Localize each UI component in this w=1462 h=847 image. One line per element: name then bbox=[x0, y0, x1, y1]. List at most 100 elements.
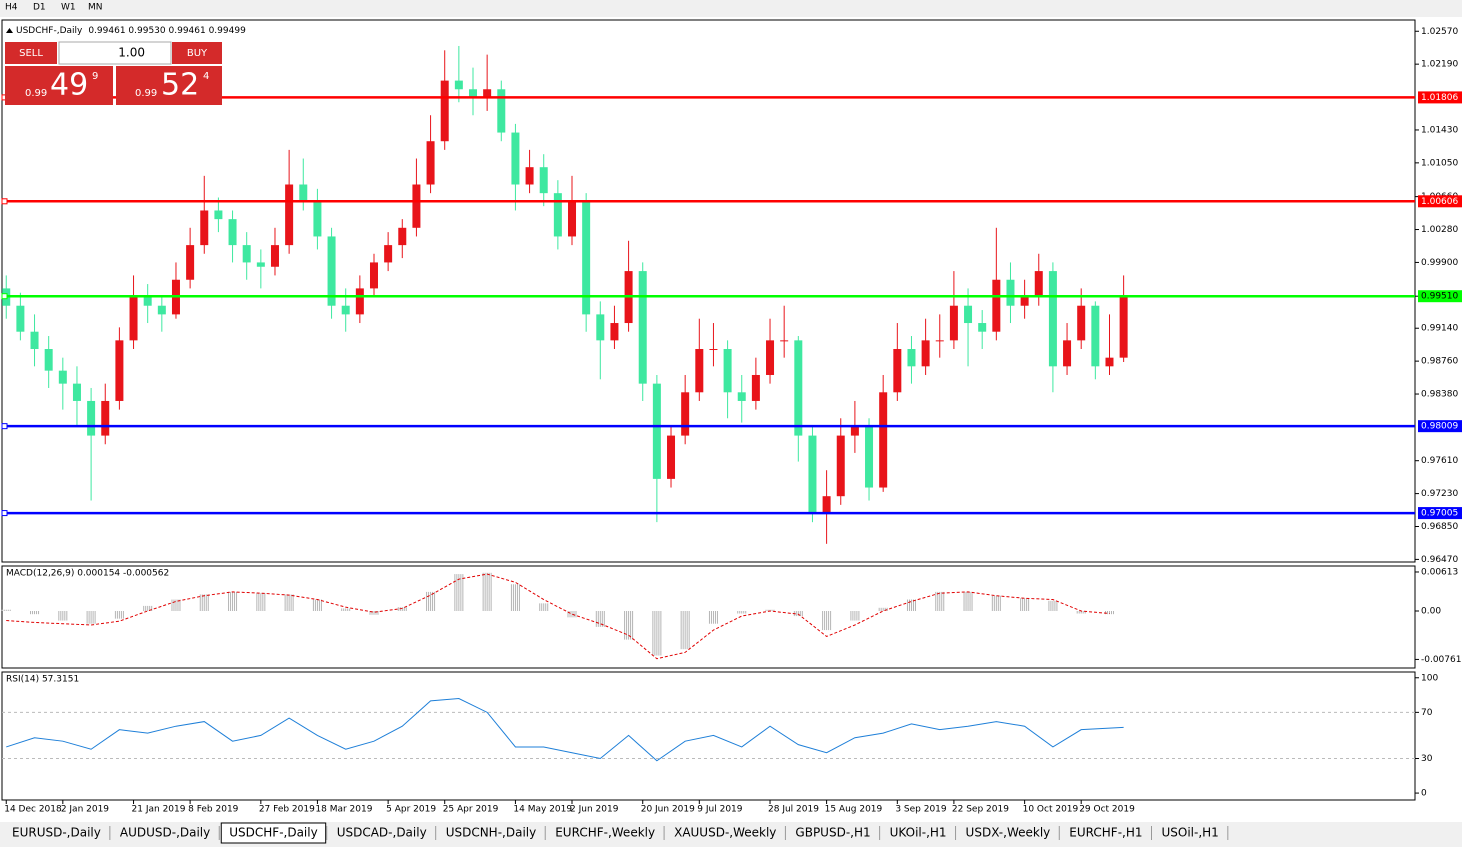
tab[interactable] bbox=[547, 823, 664, 843]
tab-label: USDCNH-,Daily bbox=[446, 826, 537, 840]
tab-label: UKOil-,H1 bbox=[890, 826, 947, 840]
tab[interactable] bbox=[1061, 823, 1151, 843]
candle-body bbox=[101, 400, 110, 436]
candle-body bbox=[766, 340, 775, 375]
tab[interactable] bbox=[328, 823, 435, 843]
candle-body bbox=[398, 227, 407, 246]
macd-signal bbox=[6, 573, 1110, 660]
ask-point: 4 bbox=[203, 71, 209, 82]
candle-body bbox=[1077, 305, 1086, 341]
candle-body bbox=[921, 340, 930, 367]
candle-body bbox=[30, 331, 39, 350]
bid-pips: 49 bbox=[50, 68, 88, 103]
tab[interactable] bbox=[666, 823, 785, 843]
buy-label: BUY bbox=[187, 48, 208, 59]
candle-body bbox=[935, 340, 944, 342]
timeframe-button[interactable]: MN bbox=[88, 3, 103, 13]
candle-body bbox=[836, 435, 845, 497]
candle-body bbox=[426, 141, 435, 185]
x-tick-label: 21 Jan 2019 bbox=[132, 805, 186, 815]
tab[interactable] bbox=[881, 823, 955, 843]
y-tick-label: 0.97230 bbox=[1421, 489, 1458, 499]
candle-body bbox=[893, 349, 902, 393]
candle-body bbox=[186, 245, 195, 280]
y-tick-label: 0.00613 bbox=[1421, 567, 1458, 577]
candle-body bbox=[681, 392, 690, 436]
y-tick-label: 30 bbox=[1421, 754, 1433, 764]
candle-body bbox=[780, 340, 789, 342]
candle-body bbox=[440, 80, 449, 142]
tab[interactable] bbox=[957, 823, 1059, 843]
tab[interactable] bbox=[1153, 823, 1227, 843]
y-tick-label: 0.98760 bbox=[1421, 357, 1458, 367]
y-tick-label: 0.98380 bbox=[1421, 390, 1458, 400]
x-tick-label: 9 Jul 2019 bbox=[697, 805, 742, 815]
candle-body bbox=[214, 210, 223, 220]
candle-body bbox=[751, 374, 760, 401]
tab[interactable] bbox=[111, 823, 219, 843]
macd-panel bbox=[1, 565, 1416, 669]
y-tick-label: 1.02570 bbox=[1421, 27, 1458, 37]
x-tick-label: 10 Oct 2019 bbox=[1023, 805, 1079, 815]
lots-input[interactable] bbox=[58, 41, 172, 65]
toolbar bbox=[0, 0, 1462, 17]
candle-body bbox=[1034, 271, 1043, 298]
y-tick-label: 0.99900 bbox=[1421, 258, 1458, 268]
symbol: USDCHF-,Daily bbox=[16, 26, 83, 36]
candle-body bbox=[412, 184, 421, 228]
candle-body bbox=[596, 314, 605, 341]
candle-body bbox=[483, 89, 492, 98]
header-arrow bbox=[6, 28, 13, 33]
x-tick-label: 22 Sep 2019 bbox=[952, 805, 1009, 815]
timeframe-button[interactable]: W1 bbox=[61, 3, 76, 13]
candle-body bbox=[44, 349, 53, 371]
x-tick-label: 25 Apr 2019 bbox=[443, 805, 499, 815]
indicator-label: MACD(12,26,9) 0.000154 -0.000562 bbox=[6, 569, 169, 579]
candle-body bbox=[822, 496, 831, 514]
y-tick-label: 0.99140 bbox=[1421, 324, 1458, 334]
candle-body bbox=[58, 370, 67, 384]
y-tick-label: 0.97610 bbox=[1421, 456, 1458, 466]
sell-button[interactable] bbox=[5, 42, 57, 64]
tab[interactable] bbox=[220, 822, 327, 844]
candle-body bbox=[907, 349, 916, 367]
bid-box[interactable] bbox=[5, 66, 113, 105]
y-tick-label: 1.01050 bbox=[1421, 158, 1458, 168]
buy-button[interactable] bbox=[172, 42, 222, 64]
candle-body bbox=[695, 349, 704, 393]
x-tick-label: 3 Sep 2019 bbox=[895, 805, 947, 815]
candle-body bbox=[511, 132, 520, 185]
candle-body bbox=[129, 297, 138, 341]
tab-label: EURCHF-,H1 bbox=[1069, 826, 1142, 840]
candle-body bbox=[270, 245, 279, 267]
candle-body bbox=[384, 245, 393, 263]
candle-body bbox=[582, 201, 591, 315]
candle-body bbox=[978, 323, 987, 332]
toolbar-buttons: H4 D1 W1 MN bbox=[5, 3, 103, 13]
x-tick-label: 14 Dec 2018 bbox=[4, 805, 62, 815]
ask-box[interactable] bbox=[116, 66, 222, 105]
level-handle bbox=[1, 423, 8, 430]
candle-body bbox=[638, 271, 647, 384]
y-tick-label: 1.01430 bbox=[1421, 125, 1458, 135]
x-tick-label: 27 Feb 2019 bbox=[259, 805, 315, 815]
tab[interactable] bbox=[437, 823, 545, 843]
y-tick-label: 100 bbox=[1421, 673, 1438, 683]
candle-body bbox=[850, 426, 859, 436]
candle-body bbox=[228, 219, 237, 246]
timeframe-button[interactable]: H4 bbox=[5, 3, 18, 13]
sell-label: SELL bbox=[19, 48, 43, 59]
rsi-line bbox=[6, 698, 1124, 762]
candle-body bbox=[610, 323, 619, 341]
tab[interactable] bbox=[787, 823, 879, 843]
bid-big: 0.99 bbox=[25, 88, 47, 99]
plots: 1.025701.021901.014301.010501.006601.002… bbox=[1, 26, 1462, 815]
x-tick-label: 29 Oct 2019 bbox=[1079, 805, 1135, 815]
timeframe-button[interactable]: D1 bbox=[33, 3, 46, 13]
candle-body bbox=[879, 392, 888, 488]
candle-body bbox=[497, 89, 506, 133]
tab[interactable] bbox=[4, 823, 109, 843]
level-label-box bbox=[1418, 507, 1462, 520]
